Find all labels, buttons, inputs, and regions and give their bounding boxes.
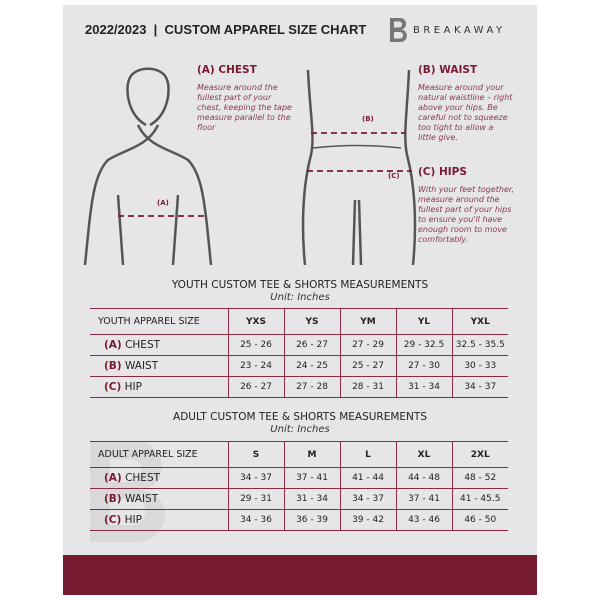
cell: 43 - 46	[395, 509, 452, 531]
cell: 25 - 27	[339, 355, 396, 377]
size-header: L	[339, 441, 396, 468]
table-row: (A) CHEST 34 - 37 37 - 41 41 - 44 44 - 48 48 …	[90, 467, 508, 489]
waist-heading: (B) WAIST	[418, 64, 478, 76]
hips-marker: (C)	[388, 172, 400, 180]
hips-description: With your feet together, measure around …	[418, 185, 515, 244]
measure-code: (B)	[104, 360, 122, 372]
cell: 26 - 27	[283, 334, 340, 356]
cell: 31 - 34	[395, 376, 452, 398]
measure-name: CHEST	[125, 472, 161, 484]
adult-section-title: ADULT CUSTOM TEE & SHORTS MEASUREMENTS	[173, 411, 427, 423]
table-row: (B) WAIST 23 - 24 24 - 25 25 - 27 27 - 30 30 …	[90, 355, 508, 377]
measure-code: (C)	[104, 514, 122, 526]
row-header: YOUTH APPAREL SIZE	[90, 308, 228, 335]
measure-name: WAIST	[124, 360, 159, 372]
size-header: 2XL	[451, 441, 508, 468]
measure-name: WAIST	[124, 493, 159, 505]
body-diagram	[83, 67, 417, 266]
size-header: YXS	[227, 308, 284, 335]
measure-name: HIP	[124, 514, 142, 526]
cell: 31 - 34	[283, 488, 340, 510]
page-title: 2022/2023 | CUSTOM APPAREL SIZE CHART	[85, 22, 367, 37]
cell: 36 - 39	[283, 509, 340, 531]
table-row: (C) HIP 34 - 36 36 - 39 39 - 42 43 - 46 46 - …	[90, 509, 508, 531]
cell: 37 - 41	[283, 467, 340, 489]
size-header: YM	[339, 308, 396, 335]
size-chart-page: 2022/2023 | CUSTOM APPAREL SIZE CHART BR…	[63, 5, 537, 595]
cell: 41 - 44	[339, 467, 396, 489]
cell: 28 - 31	[339, 376, 396, 398]
hips-heading: (C) HIPS	[418, 166, 467, 178]
measure-code: (B)	[104, 493, 122, 505]
size-header: XL	[395, 441, 452, 468]
row-label: (C) HIP	[90, 509, 228, 531]
row-label: (A) CHEST	[90, 467, 228, 489]
cell: 27 - 30	[395, 355, 452, 377]
cell: 23 - 24	[227, 355, 284, 377]
size-header: M	[283, 441, 340, 468]
cell: 24 - 25	[283, 355, 340, 377]
row-label: (B) WAIST	[90, 355, 228, 377]
youth-section-title: YOUTH CUSTOM TEE & SHORTS MEASUREMENTS	[171, 279, 429, 291]
row-header: ADULT APPAREL SIZE	[90, 441, 228, 468]
cell: 34 - 37	[339, 488, 396, 510]
cell: 27 - 29	[339, 334, 396, 356]
measure-code: (A)	[104, 339, 122, 351]
waist-marker: (B)	[362, 115, 374, 123]
brand-logo-icon	[390, 18, 407, 42]
chest-marker: (A)	[157, 199, 169, 207]
cell: 34 - 37	[451, 376, 508, 398]
cell: 41 - 45.5	[451, 488, 508, 510]
measure-code: (C)	[104, 381, 122, 393]
cell: 25 - 26	[227, 334, 284, 356]
size-header: YL	[395, 308, 452, 335]
cell: 34 - 36	[227, 509, 284, 531]
waist-description: Measure around your natural waistline – …	[418, 83, 513, 142]
measure-code: (A)	[104, 472, 122, 484]
size-header: S	[227, 441, 284, 468]
chest-description: Measure around the fullest part of your …	[197, 83, 292, 132]
cell: 44 - 48	[395, 467, 452, 489]
youth-size-table: YOUTH APPAREL SIZE YXS YS YM YL YXL (A) …	[90, 308, 508, 398]
measure-name: CHEST	[125, 339, 161, 351]
cell: 39 - 42	[339, 509, 396, 531]
size-header: YXL	[451, 308, 508, 335]
adult-size-table: ADULT APPAREL SIZE S M L XL 2XL (A) CHES…	[90, 441, 508, 531]
cell: 32.5 - 35.5	[451, 334, 508, 356]
cell: 37 - 41	[395, 488, 452, 510]
table-header-row: YOUTH APPAREL SIZE YXS YS YM YL YXL	[90, 308, 508, 335]
cell: 26 - 27	[227, 376, 284, 398]
cell: 27 - 28	[283, 376, 340, 398]
cell: 29 - 31	[227, 488, 284, 510]
table-row: (C) HIP 26 - 27 27 - 28 28 - 31 31 - 34 34 - …	[90, 376, 508, 398]
footer-bar	[63, 555, 537, 595]
cell: 48 - 52	[451, 467, 508, 489]
cell: 34 - 37	[227, 467, 284, 489]
adult-unit: Unit: Inches	[270, 424, 330, 435]
brand-name: BREAKAWAY	[413, 25, 506, 36]
cell: 46 - 50	[451, 509, 508, 531]
chest-heading: (A) CHEST	[197, 64, 257, 76]
cell: 29 - 32.5	[395, 334, 452, 356]
table-row: (B) WAIST 29 - 31 31 - 34 34 - 37 37 - 41 41 …	[90, 488, 508, 510]
cell: 30 - 33	[451, 355, 508, 377]
row-label: (B) WAIST	[90, 488, 228, 510]
row-label: (A) CHEST	[90, 334, 228, 356]
table-row: (A) CHEST 25 - 26 26 - 27 27 - 29 29 - 32.5 3…	[90, 334, 508, 356]
size-header: YS	[283, 308, 340, 335]
table-header-row: ADULT APPAREL SIZE S M L XL 2XL	[90, 441, 508, 468]
row-label: (C) HIP	[90, 376, 228, 398]
measure-name: HIP	[124, 381, 142, 393]
youth-unit: Unit: Inches	[270, 292, 330, 303]
